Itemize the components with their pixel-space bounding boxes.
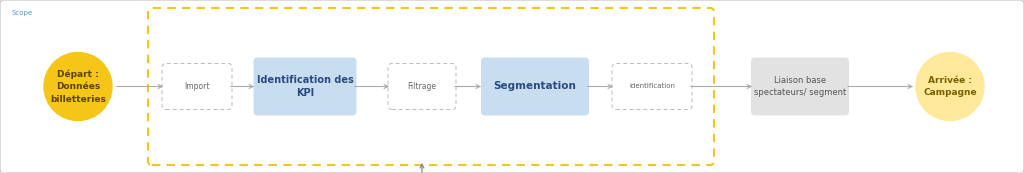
FancyBboxPatch shape — [388, 63, 456, 110]
FancyBboxPatch shape — [162, 63, 232, 110]
Text: Départ :
Données
billetteries: Départ : Données billetteries — [50, 69, 105, 104]
Text: Identification des
KPI: Identification des KPI — [257, 75, 353, 98]
Text: Filtrage: Filtrage — [408, 82, 436, 91]
FancyBboxPatch shape — [481, 57, 589, 116]
FancyBboxPatch shape — [612, 63, 692, 110]
Circle shape — [44, 52, 112, 121]
Text: Liaison base
spectateurs/ segment: Liaison base spectateurs/ segment — [754, 76, 846, 97]
Text: Import: Import — [184, 82, 210, 91]
Text: identification: identification — [629, 84, 675, 89]
FancyBboxPatch shape — [254, 57, 356, 116]
Circle shape — [916, 52, 984, 121]
Text: Scope: Scope — [12, 10, 33, 16]
Text: Arrivée :
Campagne: Arrivée : Campagne — [924, 76, 977, 97]
FancyBboxPatch shape — [751, 57, 849, 116]
Text: Segmentation: Segmentation — [494, 81, 577, 92]
